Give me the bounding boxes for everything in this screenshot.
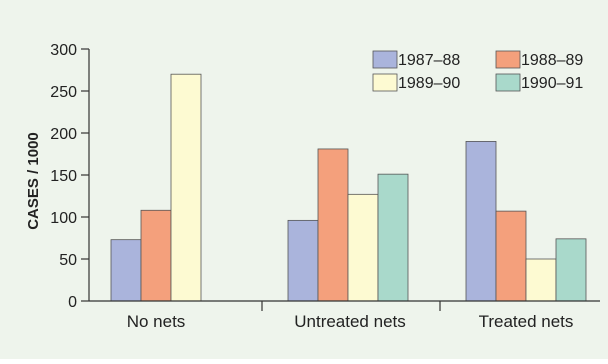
bar: [347, 193, 379, 302]
legend-swatch: [372, 73, 398, 92]
legend-swatch: [495, 50, 521, 69]
y-axis-label: CASES / 1000: [25, 132, 42, 230]
x-tick-label: No nets: [127, 312, 186, 331]
y-tick-label: 200: [50, 126, 77, 143]
y-tick-label: 150: [50, 168, 77, 185]
x-tick-label: Treated nets: [479, 312, 574, 331]
bar: [110, 239, 142, 302]
bar: [140, 209, 172, 302]
y-tick-label: 250: [50, 84, 77, 101]
bar: [317, 148, 349, 302]
legend-swatch: [372, 50, 398, 69]
legend: 1987–88 1988–89 1989–90 1990–91: [372, 50, 583, 92]
legend-swatch: [495, 73, 521, 92]
y-tick-label: 300: [50, 42, 77, 59]
bar: [525, 258, 557, 302]
bar: [377, 173, 409, 302]
bar: [465, 140, 497, 302]
bar: [495, 210, 527, 302]
bars-layer: [110, 73, 587, 302]
bar: [170, 73, 202, 302]
legend-label: 1987–88: [398, 52, 460, 69]
y-tick-label: 50: [59, 252, 77, 269]
bar: [555, 238, 587, 302]
y-tick-label: 0: [68, 294, 77, 311]
x-tick-label: Untreated nets: [294, 312, 406, 331]
legend-label: 1989–90: [398, 75, 460, 92]
axes-layer: 0 50 100 150 200 250 300 No nets Untreated nets T…: [50, 42, 600, 331]
legend-label: 1990–91: [521, 75, 583, 92]
y-tick-label: 100: [50, 210, 77, 227]
legend-label: 1988–89: [521, 52, 583, 69]
bar: [287, 219, 319, 302]
